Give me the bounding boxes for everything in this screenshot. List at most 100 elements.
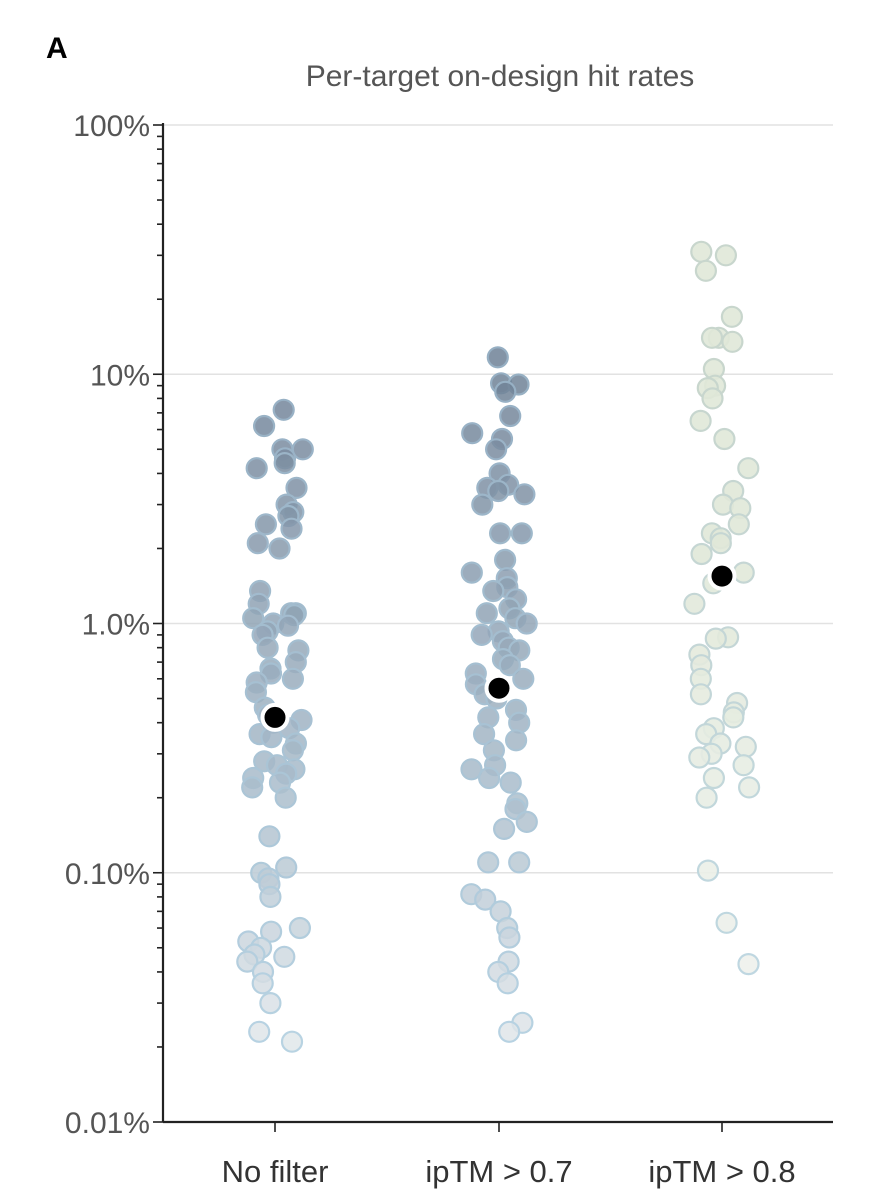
data-point (498, 654, 521, 677)
data-point (268, 537, 291, 560)
data-point (259, 885, 282, 909)
data-point (510, 522, 533, 545)
data-points (236, 240, 761, 1053)
data-point (246, 532, 269, 555)
data-point (248, 1020, 271, 1043)
data-point (471, 493, 494, 516)
data-point (494, 548, 517, 572)
data-point (291, 438, 314, 461)
data-point (475, 602, 498, 625)
data-point (737, 952, 760, 976)
data-point (714, 244, 738, 267)
median-markers (260, 561, 737, 732)
data-point (734, 735, 757, 758)
data-point (260, 920, 283, 943)
data-point (737, 776, 761, 799)
data-point (702, 766, 726, 790)
data-point (722, 706, 745, 729)
data-point (478, 766, 501, 790)
data-point (280, 1030, 304, 1053)
data-point (732, 561, 755, 584)
data-point (513, 483, 536, 506)
data-point (732, 754, 755, 777)
data-point (689, 409, 712, 432)
data-point (737, 457, 760, 480)
data-point (241, 776, 264, 799)
data-point (236, 950, 259, 973)
y-tick-label-2: 1.0% (82, 609, 150, 642)
y-tick-labels: 100% 10% 1.0% 0.10% 0.01% (65, 110, 150, 1140)
data-point (253, 414, 276, 438)
data-point (473, 722, 496, 746)
data-point (461, 422, 484, 445)
panel-label: A (46, 32, 68, 65)
data-point (489, 522, 512, 545)
data-point (508, 851, 531, 874)
data-point (494, 380, 517, 403)
data-point (498, 926, 521, 949)
data-point (285, 476, 308, 499)
data-point (245, 457, 268, 480)
data-point (254, 513, 277, 536)
data-point (273, 945, 296, 968)
data-point (713, 427, 736, 451)
data-point (690, 240, 713, 263)
data-point (276, 614, 300, 637)
data-point (275, 856, 298, 879)
median-marker-2 (707, 561, 737, 591)
data-point (515, 612, 538, 635)
data-point (704, 627, 727, 650)
data-point (258, 825, 281, 848)
data-point (288, 916, 311, 940)
data-point (515, 810, 538, 834)
y-tick-label-4: 0.01% (65, 1107, 150, 1140)
x-tick-label-1: ipTM > 0.7 (425, 1154, 572, 1189)
y-tick-label-3: 0.10% (65, 858, 150, 891)
data-point (251, 972, 274, 995)
data-point (281, 667, 304, 690)
data-point (504, 729, 528, 752)
data-point (273, 452, 296, 475)
data-point (512, 667, 535, 690)
data-point (700, 326, 724, 349)
data-point (274, 786, 297, 809)
data-point (720, 305, 744, 328)
data-point (256, 636, 279, 659)
data-point (474, 888, 497, 911)
data-point (242, 607, 265, 630)
data-point (683, 592, 706, 615)
data-point (499, 771, 522, 794)
data-point (482, 579, 505, 603)
data-point (477, 851, 500, 874)
data-point (499, 404, 522, 428)
data-point (259, 991, 282, 1015)
data-point (496, 972, 519, 995)
median-marker-1 (484, 673, 514, 703)
data-point (688, 746, 711, 769)
data-point (701, 387, 724, 410)
data-point (470, 623, 493, 647)
data-point (696, 859, 720, 882)
data-point (689, 683, 713, 706)
data-point (272, 398, 295, 421)
x-tick-labels: No filter ipTM > 0.7 ipTM > 0.8 (222, 1154, 796, 1189)
x-tick-label-2: ipTM > 0.8 (648, 1154, 795, 1189)
data-point (709, 532, 732, 555)
chart-title: Per-target on-design hit rates (306, 60, 695, 93)
data-point (485, 438, 508, 461)
y-tick-label-1: 10% (90, 359, 150, 392)
data-point (721, 330, 744, 353)
data-point (460, 561, 483, 584)
y-tick-label-0: 100% (73, 110, 150, 143)
data-point (486, 346, 509, 369)
x-tick-label-0: No filter (222, 1154, 329, 1189)
data-point (690, 542, 713, 566)
data-point (280, 517, 303, 540)
data-point (493, 817, 516, 841)
data-point (694, 259, 718, 282)
data-point (695, 786, 718, 809)
data-point (487, 479, 510, 503)
data-point (498, 1020, 521, 1043)
data-point (715, 911, 738, 934)
data-point (727, 513, 750, 536)
